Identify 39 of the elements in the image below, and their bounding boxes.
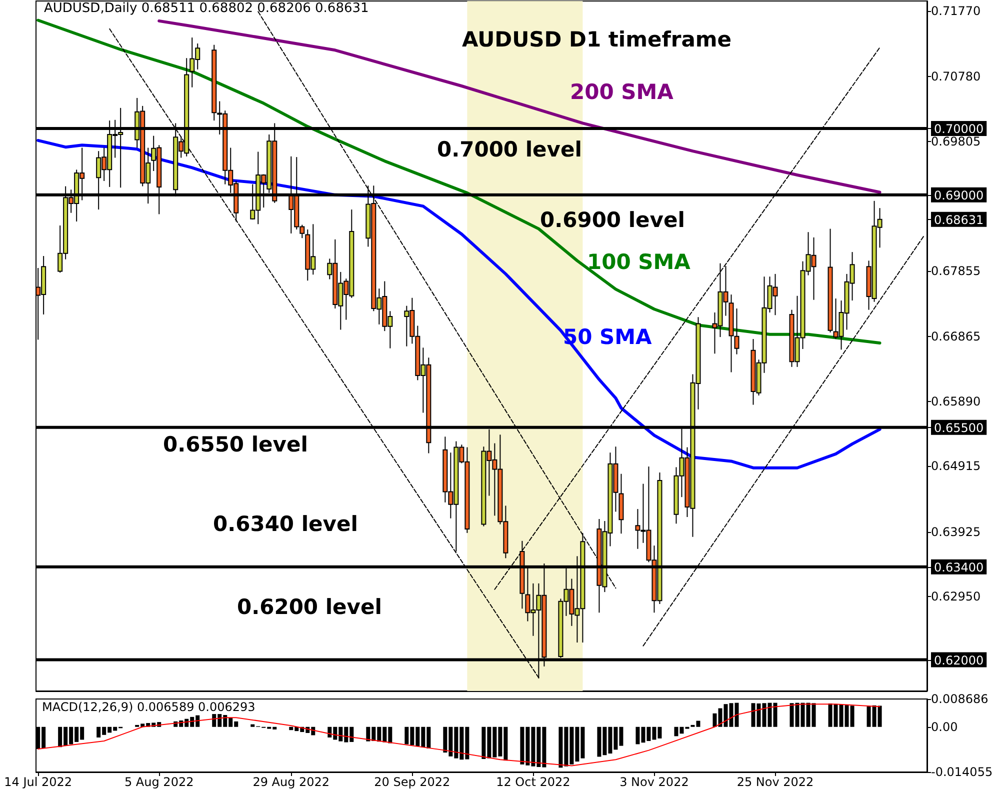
x-tick-label: 5 Aug 2022 <box>124 775 194 789</box>
x-tick-label: 3 Nov 2022 <box>620 775 689 789</box>
x-tick-label: 25 Nov 2022 <box>736 775 814 789</box>
annotation: AUDUSD,Daily 0.68511 0.68802 0.68206 0.68631 <box>44 1 369 16</box>
ref-line-label: 0.7000 level <box>437 138 582 162</box>
line-series <box>38 704 880 766</box>
y-tick-label: 0.70780 <box>931 70 981 84</box>
y-tick-label: 0.69805 <box>931 134 981 148</box>
line-series <box>158 19 882 194</box>
line-series <box>36 18 882 345</box>
y-tick-label: 0.008686 <box>931 692 988 706</box>
y-tick-label: 0.00 <box>931 720 958 734</box>
ref-line-label: 0.6340 level <box>213 512 358 536</box>
ref-line-label: 0.6200 level <box>237 594 382 619</box>
x-tick-label: 12 Oct 2022 <box>496 775 570 789</box>
y-tick-label: 0.62000 <box>934 653 984 668</box>
x-tick-label: 20 Sep 2022 <box>374 775 450 789</box>
y-tick-label: 0.69000 <box>934 188 984 202</box>
y-tick-label: 0.67855 <box>931 264 981 278</box>
y-tick-label: 0.65500 <box>934 420 984 435</box>
x-tick-label: 29 Aug 2022 <box>252 775 330 789</box>
y-tick-label: 0.63925 <box>931 524 981 539</box>
series-label: 100 SMA <box>587 250 692 274</box>
y-tick-label: 0.62950 <box>931 590 981 604</box>
y-tick-label: 0.65890 <box>931 394 981 408</box>
y-tick-label: 0.63400 <box>934 560 984 574</box>
y-tick-label: 0.66865 <box>931 330 981 344</box>
candlestick <box>734 308 740 355</box>
y-tick-label: -0.014055 <box>931 765 993 779</box>
y-tick-label: 0.68631 <box>934 212 984 227</box>
text: AUDUSD D1 timeframe <box>462 28 732 52</box>
y-tick-label: 0.71770 <box>931 4 981 18</box>
series-label: 200 SMA <box>570 80 674 104</box>
chart-title: MACD(12,26,9) 0.006589 0.006293 <box>42 700 256 714</box>
y-tick-label: 0.64915 <box>931 459 981 474</box>
ref-line-label: 0.6900 level <box>540 208 685 232</box>
x-tick-label: 14 Jul 2022 <box>4 775 72 789</box>
y-tick-label: 0.70000 <box>934 122 984 136</box>
ref-line-label: 0.6550 level <box>163 432 308 456</box>
